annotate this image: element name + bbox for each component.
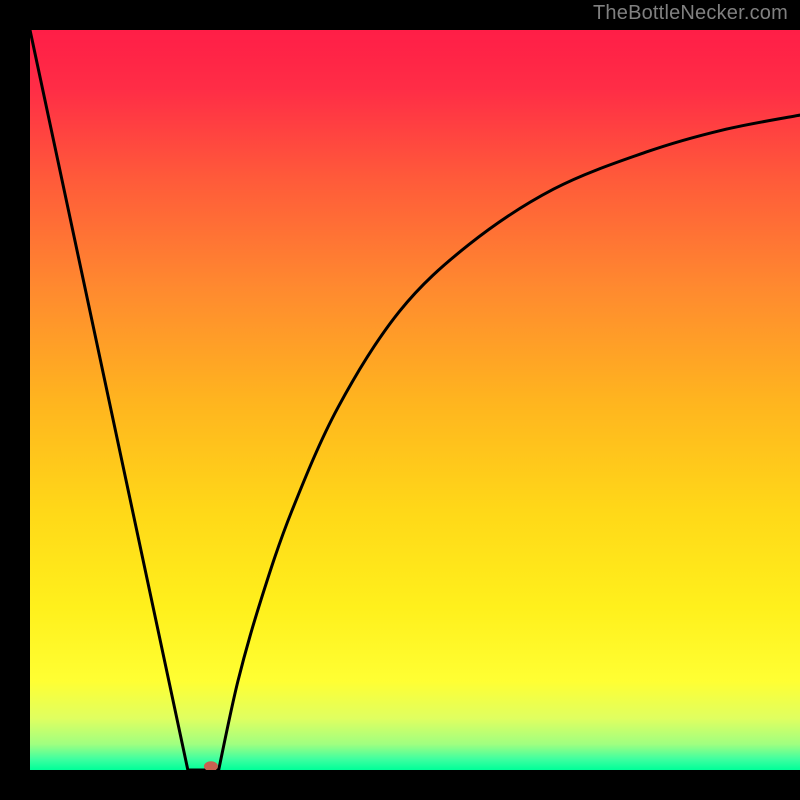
- chart-frame: TheBottleNecker.com: [0, 0, 800, 800]
- bottleneck-chart: [30, 30, 800, 770]
- watermark-label: TheBottleNecker.com: [593, 2, 788, 25]
